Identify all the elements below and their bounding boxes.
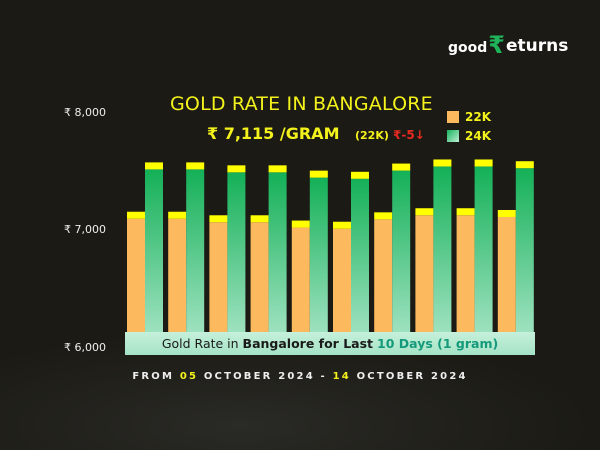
legend-swatch-22k [447, 111, 459, 123]
range-to-rest: OCTOBER 2024 [356, 371, 468, 382]
bar-cap-24k [392, 163, 411, 171]
bar-cap-22k [415, 208, 434, 216]
banner-pre: Gold Rate in [161, 336, 243, 351]
current-price: ₹ 7,115 /GRAM [207, 124, 340, 143]
logo-eturns: eturns [505, 36, 569, 56]
chart-title: GOLD RATE IN BANGALORE [170, 93, 433, 115]
legend-24k: 24K [447, 129, 491, 143]
banner-bold: Bangalore for Last [242, 336, 374, 351]
bar-24k-08-oct [268, 172, 287, 334]
legend-22k: 22K [447, 110, 491, 124]
bar-24k-05-oct [145, 169, 163, 334]
logo-good: good [448, 40, 488, 56]
bar-22k-08-oct [250, 222, 269, 334]
bar-cap-24k [186, 162, 205, 170]
bar-cap-24k [309, 170, 328, 178]
bar-cap-22k [333, 221, 351, 229]
y-tick-6000: ₹ 6,000 [64, 341, 106, 354]
banner-highlight: 10 Days (1 gram) [377, 336, 499, 351]
bar-cap-22k [127, 211, 145, 219]
bar-24k-09-oct [309, 177, 328, 334]
bar-cap-22k [497, 209, 516, 217]
bar-22k-13-oct [456, 215, 475, 334]
bar-22k-05-oct [127, 218, 145, 334]
bar-22k-09-oct [291, 227, 310, 334]
legend-swatch-24k [447, 130, 459, 142]
bar-24k-12-oct [433, 166, 452, 334]
bar-24k-11-oct [392, 170, 411, 334]
bar-24k-07-oct [227, 172, 246, 334]
bar-cap-24k [433, 159, 452, 167]
bar-cap-22k [456, 208, 475, 216]
bar-cap-24k [227, 165, 246, 173]
chart-caption-banner: Gold Rate in Bangalore for Last 10 Days (… [125, 332, 535, 355]
bar-22k-14-oct [497, 216, 516, 334]
y-tick-7000: ₹ 7,000 [64, 223, 106, 236]
logo-rupee-icon: ₹ [488, 31, 505, 59]
goodreturns-logo: good ₹ eturns [448, 31, 569, 59]
bar-24k-13-oct [474, 166, 493, 334]
bar-cap-22k [168, 211, 187, 219]
range-from-rest: OCTOBER 2024 - [203, 371, 327, 382]
bar-cap-22k [291, 220, 310, 228]
bar-cap-22k [374, 212, 393, 220]
bar-22k-10-oct [333, 228, 351, 334]
bar-cap-24k [474, 159, 493, 167]
date-range: FROM 05 OCTOBER 2024 - 14 OCTOBER 2024 [0, 371, 600, 382]
legend-label-24k: 24K [465, 129, 491, 143]
bar-24k-06-oct [186, 169, 205, 334]
bar-cap-24k [268, 165, 287, 173]
range-to-day: 14 [332, 371, 351, 382]
bar-cap-22k [209, 215, 228, 223]
karat-label: (22K) [355, 129, 389, 142]
bar-cap-22k [250, 215, 269, 223]
bar-22k-06-oct [168, 218, 187, 334]
bar-24k-14-oct [515, 168, 534, 334]
bar-cap-24k [145, 162, 163, 170]
range-from: FROM [132, 371, 175, 382]
bar-cap-24k [515, 161, 534, 169]
price-change: ₹-5↓ [393, 128, 425, 142]
bar-22k-11-oct [374, 219, 393, 334]
bar-22k-07-oct [209, 222, 228, 334]
range-from-day: 05 [179, 371, 199, 382]
bar-cap-24k [351, 171, 369, 179]
bar-24k-10-oct [351, 178, 369, 334]
y-tick-8000: ₹ 8,000 [64, 106, 106, 119]
legend-label-22k: 22K [465, 110, 491, 124]
bar-22k-12-oct [415, 215, 434, 334]
